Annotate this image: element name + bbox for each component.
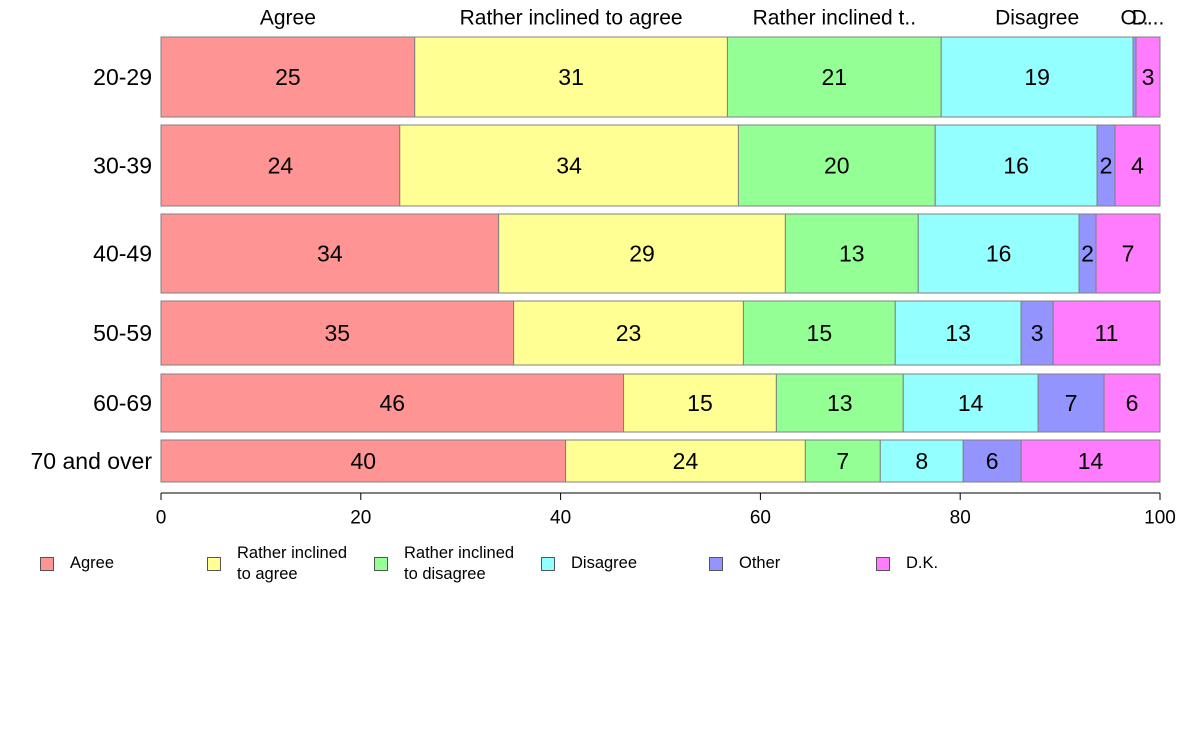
top-label-other: O.. (1121, 7, 1149, 30)
data-label-30-39-disagree: 16 (1003, 153, 1029, 179)
data-label-20-29-agree: 25 (275, 64, 301, 90)
bar-60-69-d-k (1103, 373, 1161, 433)
data-label-60-69-other: 7 (1065, 390, 1078, 416)
data-label-60-69-rather-inclined-to-disagree: 13 (827, 390, 853, 416)
data-label-70-and-over-rather-inclined-to-agree: 24 (673, 448, 699, 474)
bar-30-39-rather-inclined-to-agree (399, 124, 739, 207)
bar-50-59-agree (160, 300, 515, 366)
category-label-60-69: 60-69 (93, 390, 152, 416)
data-label-20-29-rather-inclined-to-disagree: 21 (822, 64, 848, 90)
category-label-30-39: 30-39 (93, 153, 152, 179)
bars-group (160, 36, 1161, 483)
bar-50-59-other (1020, 300, 1054, 366)
bar-70-and-over-rather-inclined-to-agree (565, 439, 806, 483)
data-label-40-49-rather-inclined-to-disagree: 13 (839, 241, 865, 267)
top-label-rather-inclined-to-agree: Rather inclined to agree (460, 7, 683, 30)
data-label-60-69-disagree: 14 (958, 390, 984, 416)
data-label-70-and-over-d-k: 14 (1078, 448, 1104, 474)
data-label-50-59-agree: 35 (325, 320, 351, 346)
bar-20-29-rather-inclined-to-agree (414, 36, 728, 118)
top-labels-group: Agree Rather inclined to agree Rather incl… (260, 7, 1164, 30)
x-tick-label-100: 100 (1144, 508, 1176, 529)
top-label-disagree: Disagree (995, 7, 1079, 30)
top-label-agree: Agree (260, 7, 316, 30)
data-label-60-69-d-k: 6 (1126, 390, 1139, 416)
data-label-50-59-disagree: 13 (945, 320, 971, 346)
data-label-70-and-over-rather-inclined-to-disagree: 7 (836, 448, 849, 474)
data-label-40-49-other: 2 (1081, 241, 1094, 267)
category-labels-group: 20-29 30-39 40-49 50-59 60-69 70 and over (31, 64, 153, 474)
data-label-50-59-other: 3 (1031, 320, 1044, 346)
data-label-50-59-rather-inclined-to-agree: 23 (616, 320, 642, 346)
x-axis: 0 20 40 60 80 100 (156, 492, 1176, 529)
x-tick-label-0: 0 (156, 508, 167, 529)
bar-70-and-over-rather-inclined-to-disagree (804, 439, 881, 483)
data-label-40-49-agree: 34 (317, 241, 343, 267)
bar-20-29-agree (160, 36, 416, 118)
data-label-70-and-over-disagree: 8 (915, 448, 928, 474)
bar-30-39-rather-inclined-to-disagree (737, 124, 936, 207)
x-tick-label-20: 20 (350, 508, 371, 529)
x-tick-label-60: 60 (750, 508, 771, 529)
data-label-50-59-d-k: 11 (1095, 320, 1119, 346)
bar-60-69-disagree (902, 373, 1039, 433)
data-label-30-39-other: 2 (1100, 153, 1113, 179)
bar-70-and-over-disagree (879, 439, 964, 483)
bar-30-39-disagree (934, 124, 1098, 207)
bar-30-39-agree (160, 124, 401, 207)
x-tick-label-80: 80 (950, 508, 971, 529)
data-label-30-39-d-k: 4 (1131, 153, 1144, 179)
bar-60-69-agree (160, 373, 625, 433)
data-label-20-29-disagree: 19 (1024, 64, 1050, 90)
data-label-40-49-disagree: 16 (986, 241, 1012, 267)
category-label-40-49: 40-49 (93, 241, 152, 267)
data-label-60-69-agree: 46 (379, 390, 405, 416)
bar-20-29-disagree (940, 36, 1134, 118)
top-label-d-k: D... (1132, 7, 1165, 30)
bar-60-69-rather-inclined-to-agree (623, 373, 777, 433)
bar-50-59-d-k (1052, 300, 1161, 366)
bar-70-and-over-d-k (1020, 439, 1161, 483)
category-label-20-29: 20-29 (93, 64, 152, 90)
x-tick-label-40: 40 (550, 508, 571, 529)
bar-40-49-rather-inclined-to-agree (498, 213, 786, 294)
data-label-30-39-rather-inclined-to-disagree: 20 (824, 153, 850, 179)
bar-40-49-agree (160, 213, 500, 294)
data-label-60-69-rather-inclined-to-agree: 15 (687, 390, 713, 416)
bar-20-29-rather-inclined-to-disagree (726, 36, 942, 118)
segment-labels-group: 25 31 21 19 324 34 20 16 2 434 29 13 16 2 735 23 15 13 3 11… (268, 64, 1155, 474)
category-label-70-and-over: 70 and over (31, 448, 153, 474)
bar-30-39-d-k (1114, 124, 1161, 207)
bar-60-69-other (1037, 373, 1105, 433)
data-label-40-49-rather-inclined-to-agree: 29 (629, 241, 655, 267)
top-label-rather-inclined-to-disagree: Rather inclined t.. (753, 7, 916, 30)
data-label-20-29-d-k: 3 (1142, 64, 1155, 90)
bar-50-59-rather-inclined-to-agree (513, 300, 744, 366)
data-label-40-49-d-k: 7 (1122, 241, 1135, 267)
bar-40-49-disagree (917, 213, 1080, 294)
data-label-30-39-rather-inclined-to-agree: 34 (556, 153, 582, 179)
data-label-70-and-over-other: 6 (986, 448, 999, 474)
data-label-70-and-over-agree: 40 (351, 448, 377, 474)
bar-50-59-disagree (894, 300, 1022, 366)
bar-40-49-rather-inclined-to-disagree (784, 213, 919, 294)
data-label-20-29-rather-inclined-to-agree: 31 (558, 64, 584, 90)
data-label-50-59-rather-inclined-to-disagree: 15 (807, 320, 833, 346)
bar-40-49-d-k (1095, 213, 1161, 294)
data-label-30-39-agree: 24 (268, 153, 294, 179)
bar-20-29-d-k (1135, 36, 1161, 118)
category-label-50-59: 50-59 (93, 320, 152, 346)
bar-70-and-over-other (962, 439, 1022, 483)
